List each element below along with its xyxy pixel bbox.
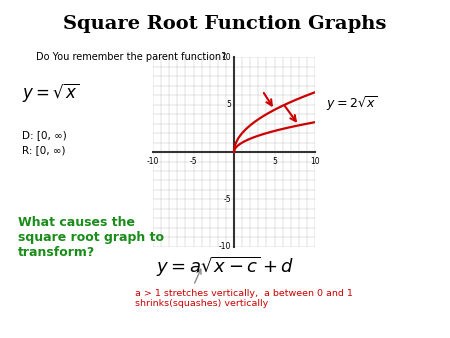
Text: -5: -5 xyxy=(190,157,197,166)
Text: -5: -5 xyxy=(223,195,231,204)
Text: $y = 2\sqrt{x}$: $y = 2\sqrt{x}$ xyxy=(326,95,378,113)
Text: R: [0, ∞): R: [0, ∞) xyxy=(22,145,66,155)
Text: 10: 10 xyxy=(310,157,320,166)
Text: $y = a\sqrt{x-c}+d$: $y = a\sqrt{x-c}+d$ xyxy=(156,255,294,279)
Text: 5: 5 xyxy=(226,100,231,109)
Text: D: [0, ∞): D: [0, ∞) xyxy=(22,130,67,140)
Text: -10: -10 xyxy=(218,242,231,251)
Text: a > 1 stretches vertically,  a between 0 and 1
shrinks(squashes) vertically: a > 1 stretches vertically, a between 0 … xyxy=(135,289,353,308)
Text: 10: 10 xyxy=(221,53,231,62)
Text: 5: 5 xyxy=(272,157,277,166)
Text: What causes the
square root graph to
transform?: What causes the square root graph to tra… xyxy=(18,216,164,259)
Text: -10: -10 xyxy=(147,157,159,166)
Text: $y = \sqrt{x}$: $y = \sqrt{x}$ xyxy=(22,81,80,104)
Text: Square Root Function Graphs: Square Root Function Graphs xyxy=(63,15,387,33)
Text: Do You remember the parent function?: Do You remember the parent function? xyxy=(36,52,226,63)
